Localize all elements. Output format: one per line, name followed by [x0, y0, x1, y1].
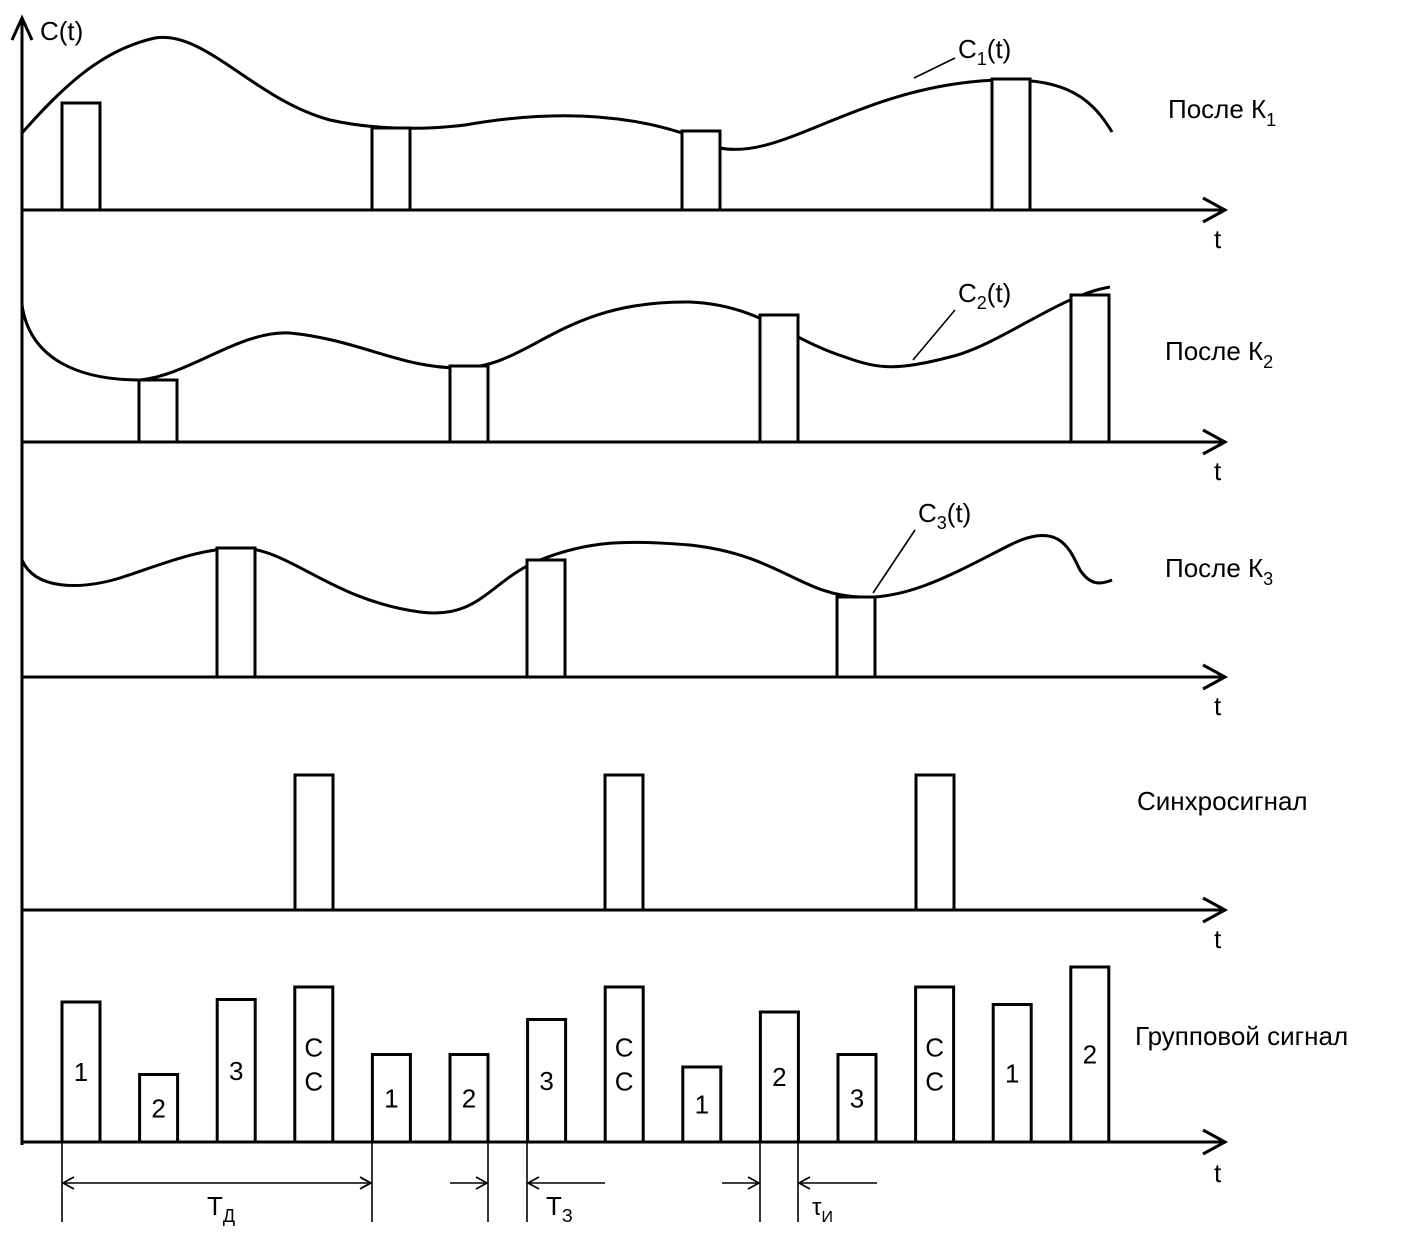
pulse-label: 2 — [151, 1093, 165, 1123]
sample-pulse — [990, 77, 1032, 212]
pulse-label: С — [925, 1067, 944, 1097]
group-pulse: 2 — [138, 1073, 180, 1144]
time-axis-label: t — [1214, 924, 1222, 954]
signal-curve-c3 — [20, 534, 1113, 615]
pulse-label: 1 — [1005, 1058, 1019, 1088]
sample-pulse — [448, 364, 490, 444]
group-pulse: СС — [293, 985, 335, 1144]
panel-title-4: Синхросигнал — [1137, 786, 1308, 816]
group-pulse: 1 — [991, 1003, 1033, 1144]
sample-pulse — [835, 595, 877, 679]
time-axis-2: t — [22, 428, 1229, 486]
group-pulse: 3 — [836, 1053, 878, 1144]
group-pulse: 3 — [526, 1018, 568, 1144]
pulse-label: С — [304, 1033, 323, 1063]
time-axis-1: t — [22, 196, 1229, 254]
dimension-label-td: TД — [207, 1191, 235, 1226]
group-pulse: 1 — [60, 1000, 102, 1144]
panel-channel-1: C1(t) После К1 — [20, 34, 1276, 212]
y-axis-label: C(t) — [40, 16, 83, 46]
pulse-label: 1 — [74, 1057, 88, 1087]
pulse-label: С — [304, 1067, 323, 1097]
dimension-td: TД — [61, 1142, 373, 1226]
panel-channel-3: C3(t) После К3 — [20, 498, 1273, 679]
group-pulse: 2 — [448, 1053, 490, 1144]
sync-pulse — [293, 773, 335, 912]
sample-pulse — [60, 101, 102, 212]
sync-pulse — [603, 773, 645, 912]
pulse-label: 2 — [462, 1083, 476, 1113]
group-pulse: СС — [914, 985, 956, 1144]
pulse-label: 1 — [384, 1083, 398, 1113]
curve-label-c3: C3(t) — [918, 498, 971, 533]
time-axis-label: t — [1214, 456, 1222, 486]
signal-curve-c2 — [20, 285, 1111, 382]
y-axis-arrow — [10, 14, 34, 41]
sample-pulse — [215, 546, 257, 679]
panel-sync: Синхросигнал — [293, 773, 1308, 912]
pulse-label: 3 — [850, 1083, 864, 1113]
time-axis-label: t — [1214, 1158, 1222, 1188]
pulse-label: 3 — [539, 1066, 553, 1096]
group-pulse: 3 — [215, 998, 257, 1144]
dimension-label-tau: τИ — [812, 1194, 833, 1226]
dimension-tau: τИ — [722, 1142, 877, 1226]
panel-title-5: Групповой сигнал — [1135, 1021, 1348, 1051]
pulse-label: 2 — [1083, 1040, 1097, 1070]
sample-pulse — [370, 126, 412, 212]
time-axis-label: t — [1214, 691, 1222, 721]
group-pulse: 1 — [370, 1053, 412, 1144]
panel-title-3: После К3 — [1165, 553, 1273, 589]
dimension-label-tz: TЗ — [546, 1191, 573, 1226]
time-axis-label: t — [1214, 224, 1222, 254]
dimension-tz: TЗ — [450, 1142, 605, 1226]
curve-pointer — [913, 57, 956, 79]
time-axis-3: t — [22, 663, 1229, 721]
sync-pulse — [914, 773, 956, 912]
pulse-label: С — [615, 1033, 634, 1063]
pulse-label: 3 — [229, 1056, 243, 1086]
sample-pulse — [525, 558, 567, 679]
panel-channel-2: C2(t) После К2 — [20, 278, 1273, 444]
group-pulse: СС — [603, 985, 645, 1144]
group-pulse: 2 — [758, 1010, 800, 1144]
signal-curve-c1 — [20, 35, 1114, 151]
curve-label-c1: C1(t) — [958, 34, 1011, 69]
curve-label-c2: C2(t) — [958, 278, 1011, 313]
sample-pulse — [137, 378, 179, 444]
pulse-label: 2 — [772, 1062, 786, 1092]
curve-pointer — [912, 309, 956, 361]
sample-pulse — [758, 313, 800, 444]
sample-pulse — [1069, 293, 1111, 444]
panel-title-2: После К2 — [1165, 336, 1273, 372]
curve-pointer — [872, 529, 916, 594]
pulse-label: С — [615, 1067, 634, 1097]
pulse-label: С — [925, 1033, 944, 1063]
group-pulse: 1 — [681, 1065, 723, 1144]
group-pulse: 2 — [1069, 965, 1111, 1144]
sample-pulse — [680, 129, 722, 212]
pulse-label: 1 — [695, 1090, 709, 1120]
panel-title-1: После К1 — [1168, 94, 1276, 130]
